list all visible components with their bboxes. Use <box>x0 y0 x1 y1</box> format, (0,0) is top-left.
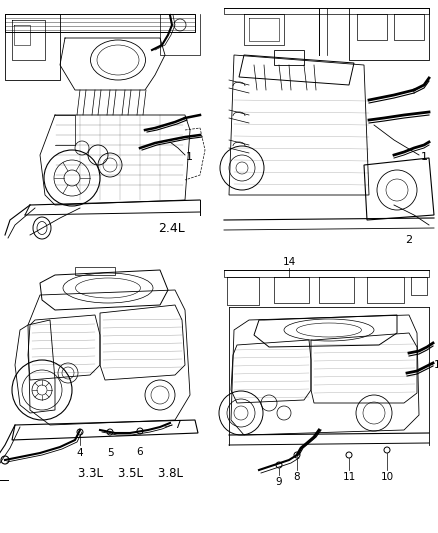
Text: 3.3L    3.5L    3.8L: 3.3L 3.5L 3.8L <box>78 467 183 480</box>
Circle shape <box>276 462 282 468</box>
Text: 8: 8 <box>294 472 300 482</box>
Circle shape <box>107 429 113 435</box>
Text: 2.4L: 2.4L <box>158 222 185 235</box>
Text: 14: 14 <box>283 257 296 267</box>
Text: 1: 1 <box>186 152 193 162</box>
Circle shape <box>77 429 83 435</box>
Text: 11: 11 <box>343 472 356 482</box>
Circle shape <box>384 447 390 453</box>
Circle shape <box>294 452 300 458</box>
Circle shape <box>137 428 143 434</box>
Text: 2: 2 <box>406 235 413 245</box>
Text: 1: 1 <box>421 152 428 162</box>
Circle shape <box>346 452 352 458</box>
Text: 5: 5 <box>107 448 113 458</box>
Text: 6: 6 <box>137 447 143 457</box>
Circle shape <box>1 456 9 464</box>
Text: 10: 10 <box>381 472 394 482</box>
Text: 12: 12 <box>434 360 438 370</box>
Text: 4: 4 <box>77 448 83 458</box>
Bar <box>274 50 304 65</box>
Bar <box>75 267 115 275</box>
Text: 7: 7 <box>174 420 180 430</box>
Text: 9: 9 <box>276 477 283 487</box>
